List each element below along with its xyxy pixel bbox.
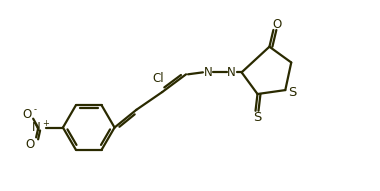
- Text: O: O: [273, 18, 282, 31]
- Text: S: S: [253, 111, 262, 124]
- Text: S: S: [288, 86, 296, 99]
- Text: O: O: [22, 108, 32, 121]
- Text: -: -: [33, 105, 36, 114]
- Text: Cl: Cl: [152, 72, 164, 85]
- Text: N: N: [32, 121, 41, 134]
- Text: +: +: [42, 119, 49, 128]
- Text: N: N: [227, 66, 236, 79]
- Text: N: N: [204, 66, 212, 79]
- Text: O: O: [25, 138, 35, 151]
